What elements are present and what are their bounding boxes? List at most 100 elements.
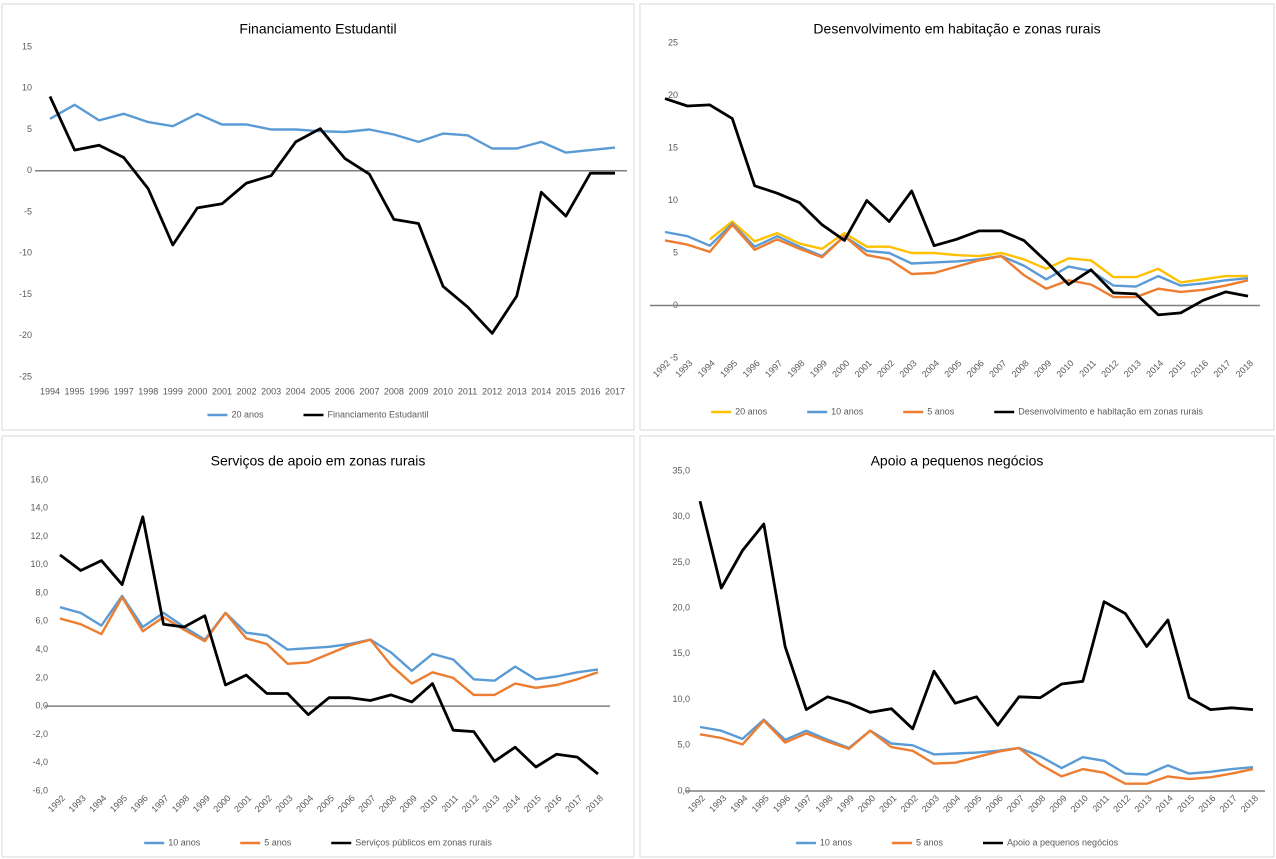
chart-title: Apoio a pequenos negócios (871, 453, 1044, 469)
x-tick-label: 2001 (853, 358, 874, 379)
x-tick-label: 2000 (830, 358, 851, 379)
x-tick-label: 2010 (433, 386, 453, 396)
y-tick-label: 15 (22, 41, 32, 51)
x-tick-label: 2006 (984, 793, 1005, 814)
x-tick-label: 2001 (212, 386, 232, 396)
x-tick-label: 2014 (1144, 358, 1165, 379)
x-tick-label: 2017 (1218, 793, 1239, 814)
x-tick-label: 2017 (1211, 358, 1232, 379)
x-tick-label: 2015 (522, 793, 543, 814)
x-tick-label: 2018 (1234, 358, 1255, 379)
x-tick-label: 2000 (187, 386, 207, 396)
legend-text: 10 anos (820, 837, 853, 847)
x-tick-label: 2010 (1054, 358, 1075, 379)
x-tick-label: 2006 (965, 358, 986, 379)
panel-border (639, 3, 1275, 431)
legend-text: 5 anos (927, 406, 955, 416)
x-tick-label: 2003 (898, 358, 919, 379)
y-tick-label: 10,0 (672, 694, 690, 704)
y-tick-label: 25 (668, 37, 678, 47)
chart-title: Desenvolvimento em habitação e zonas rur… (813, 21, 1100, 37)
x-tick-label: 2014 (531, 386, 551, 396)
y-tick-label: 20,0 (672, 603, 690, 613)
y-tick-label: 16,0 (30, 474, 48, 484)
x-tick-label: 2007 (356, 793, 377, 814)
x-tick-label: 1993 (67, 793, 88, 814)
x-tick-label: 2015 (1175, 793, 1196, 814)
x-tick-label: 2014 (1154, 793, 1175, 814)
x-tick-label: 2012 (1099, 358, 1120, 379)
x-tick-label: 2012 (1111, 793, 1132, 814)
x-tick-label: 2009 (1032, 358, 1053, 379)
y-tick-label: 5 (27, 124, 32, 134)
x-tick-label: 1995 (750, 793, 771, 814)
x-tick-label: 2003 (273, 793, 294, 814)
x-tick-label: 1993 (707, 793, 728, 814)
x-tick-label: 2017 (605, 386, 625, 396)
x-tick-label: 2018 (1239, 793, 1260, 814)
y-tick-label: 10,0 (30, 559, 48, 569)
x-tick-label: 2005 (315, 793, 336, 814)
x-tick-label: 2016 (1196, 793, 1217, 814)
panel-border (1, 3, 635, 431)
x-tick-label: 2008 (384, 386, 404, 396)
x-tick-label: 1997 (763, 358, 784, 379)
x-tick-label: 2009 (408, 386, 428, 396)
panel-border (1, 435, 635, 858)
y-tick-label: 5 (673, 247, 678, 257)
x-tick-label: 2015 (1167, 358, 1188, 379)
x-tick-label: 1998 (138, 386, 158, 396)
x-tick-label: 2013 (480, 793, 501, 814)
legend: 10 anos 5 anos Apoio a pequenos negócios (795, 837, 1119, 847)
x-tick-label: 2004 (294, 793, 315, 814)
x-tick-label: 1994 (87, 793, 108, 814)
x-tick-label: 2002 (899, 793, 920, 814)
x-tick-label: 2002 (237, 386, 257, 396)
y-tick-label: -15 (19, 289, 32, 299)
x-tick-label: 2004 (920, 358, 941, 379)
chart-panel: Desenvolvimento em habitação e zonas rur… (639, 3, 1275, 431)
x-tick-label: 1994 (696, 358, 717, 379)
legend: 10 anos 5 anos Serviços públicos em zonas … (144, 837, 492, 847)
x-tick-label: 1999 (835, 793, 856, 814)
y-tick-label: -10 (19, 248, 32, 258)
series-line (698, 500, 1254, 731)
series-line (709, 220, 1248, 284)
x-tick-label: 2008 (377, 793, 398, 814)
legend-text: 20 anos (735, 406, 768, 416)
chart-panel: Serviços de apoio em zonas rurais -6,0 -4,… (1, 435, 635, 858)
x-tick-label: 2017 (563, 793, 584, 814)
x-tick-label: 2000 (856, 793, 877, 814)
series-line (664, 222, 1249, 288)
y-tick-label: 30,0 (672, 511, 690, 521)
x-tick-label: 2009 (1047, 793, 1068, 814)
x-tick-label: 2002 (253, 793, 274, 814)
x-tick-label: 2016 (580, 386, 600, 396)
legend: 20 anos 10 anos 5 anos Desenvolvimento e ha… (711, 406, 1203, 416)
x-tick-label: 2011 (1090, 793, 1111, 814)
legend-text: 10 anos (168, 837, 201, 847)
x-tick-label: 1997 (114, 386, 134, 396)
x-tick-label: 2012 (460, 793, 481, 814)
legend-text: Financiamento Estudantil (327, 409, 428, 419)
y-tick-label: -6,0 (32, 785, 48, 795)
x-tick-label: 2004 (941, 793, 962, 814)
x-tick-label: 2013 (507, 386, 527, 396)
legend-text: Apoio a pequenos negócios (1007, 837, 1119, 847)
y-tick-label: 12,0 (30, 531, 48, 541)
x-tick-label: 2006 (335, 386, 355, 396)
series-line (48, 95, 615, 335)
x-tick-label: 2014 (501, 793, 522, 814)
y-tick-label: 25,0 (672, 557, 690, 567)
y-tick-label: -5 (24, 206, 32, 216)
x-tick-label: 1997 (792, 793, 813, 814)
chart-title: Financiamento Estudantil (239, 21, 396, 37)
y-tick-label: 8,0 (35, 587, 48, 597)
chart-panel: Financiamento Estudantil -25 -20 -15 -10 -5 0 5… (1, 3, 635, 431)
y-tick-label: -25 (19, 371, 32, 381)
x-tick-label: 2013 (1122, 358, 1143, 379)
x-tick-label: 1997 (149, 793, 170, 814)
chart-title: Serviços de apoio em zonas rurais (211, 453, 426, 469)
chart-panel: Apoio a pequenos negócios 0,0 5,0 10,0 15,0 2… (639, 435, 1275, 858)
y-tick-label: 0 (27, 165, 32, 175)
